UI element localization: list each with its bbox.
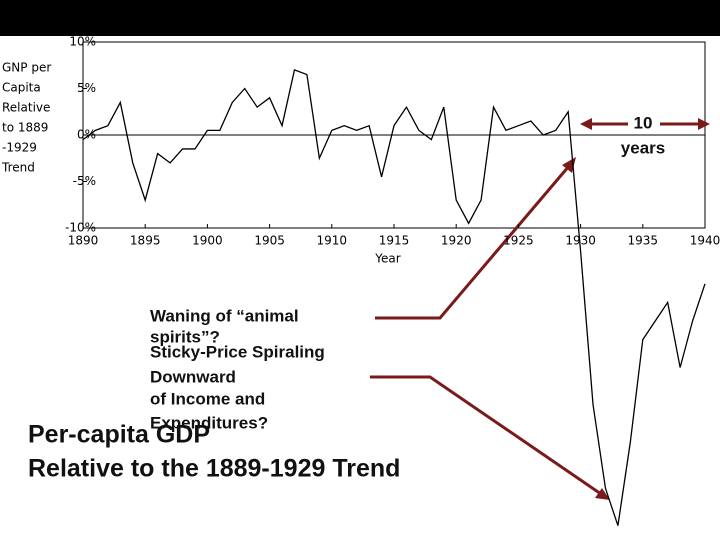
top-band: [0, 0, 720, 36]
annotation: 10: [634, 113, 653, 132]
annotation: of Income and: [150, 389, 265, 408]
y-tick-label: -10%: [65, 221, 96, 235]
annotation: Waning of “animal: [150, 306, 299, 325]
y-tick-label: 10%: [69, 35, 96, 49]
y-axis-label: -1929: [2, 141, 37, 155]
x-axis-label: Year: [374, 252, 400, 266]
x-tick-label: 1905: [254, 234, 285, 248]
chart-title: Relative to the 1889-1929 Trend: [28, 455, 400, 483]
y-axis-label: Relative: [2, 101, 50, 115]
annotation: Expenditures?: [150, 413, 268, 432]
x-tick-label: 1910: [317, 234, 348, 248]
x-tick-label: 1915: [379, 234, 410, 248]
x-tick-label: 1935: [628, 234, 659, 248]
arrows: [370, 118, 710, 500]
data-line: [82, 69, 706, 526]
x-tick-label: 1920: [441, 234, 472, 248]
chart-title: Per-capita GDP: [28, 421, 210, 449]
x-tick-label: 1925: [503, 234, 534, 248]
x-tick-label: 1940: [690, 234, 720, 248]
annotation: Sticky-Price Spiraling: [150, 342, 325, 361]
annotation: spirits”?: [150, 327, 220, 346]
y-axis-label: Capita: [2, 81, 41, 95]
y-axis-label: GNP per: [2, 61, 51, 75]
x-tick-label: 1900: [192, 234, 223, 248]
x-tick-label: 1895: [130, 234, 161, 248]
annotation: Downward: [150, 367, 236, 386]
x-tick-label: 1890: [68, 234, 99, 248]
y-axis-label: to 1889: [2, 121, 48, 135]
y-axis-label: Trend: [1, 161, 35, 175]
x-tick-label: 1930: [565, 234, 596, 248]
annotation: years: [621, 138, 665, 157]
